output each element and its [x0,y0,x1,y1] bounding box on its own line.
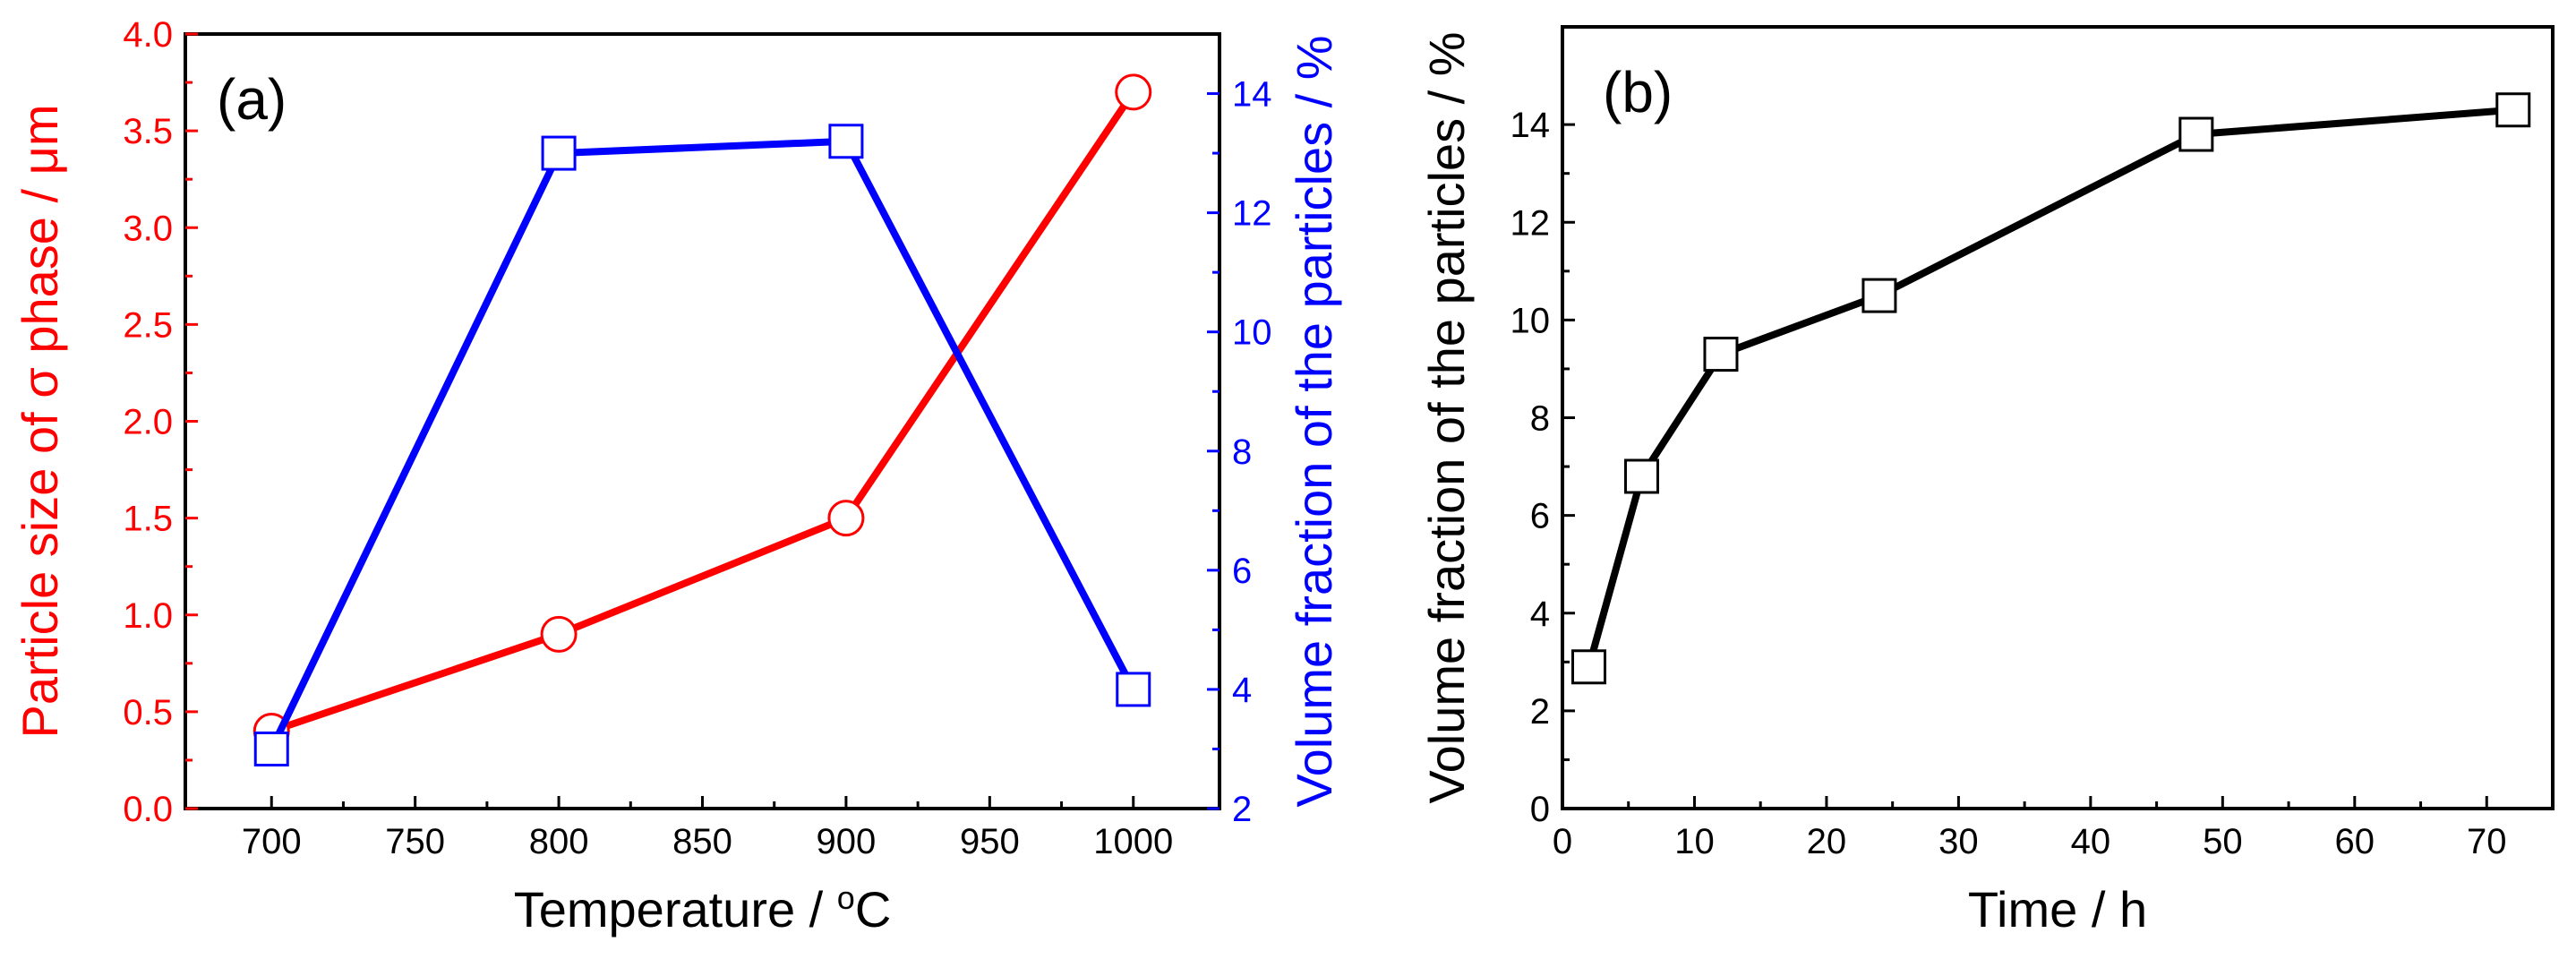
data-point-marker [828,124,864,159]
y-left-axis-title: Particle size of σ phase / μm [12,105,68,739]
data-point-marker [2495,92,2531,128]
y-right-axis-title: Volume fraction of the particles / % [1286,35,1342,807]
x-axis-title-superscript: o [837,879,855,916]
y-left-tick-label: 3.0 [123,209,173,248]
x-axis-title: Temperature / oC [514,879,892,937]
y-left-tick-label: 10 [1511,301,1551,340]
x-tick-label: 0 [1553,822,1572,861]
y-right-tick-label: 14 [1232,75,1272,115]
y-right-tick-label: 2 [1232,790,1252,829]
y-right-tick-label: 4 [1232,671,1252,710]
panel-a: 700 750 800 850 900 950 1000 0.0 0.5 1.0 1.5 2.0 2.5… [12,15,1342,937]
data-point-marker [1115,73,1152,111]
data-point-marker [1570,649,1606,685]
x-tick-label: 40 [2071,822,2111,861]
y-right-tick-label: 10 [1232,313,1272,353]
x-tick-label: 50 [2203,822,2243,861]
x-tick-label: 750 [385,822,445,861]
panel-b: 0 10 20 30 40 50 60 70 0 2 4 6 8 10 12 14 (b) Time / h Vol… [1418,25,2555,937]
data-point-marker [1861,278,1897,313]
y-right-tick-label: 12 [1232,194,1272,234]
x-axis-title-text: Time / h [1968,881,2147,937]
panel-label: (b) [1603,60,1673,124]
x-axis-title-unit: C [855,881,891,937]
y-left-tick-label: 0 [1530,790,1550,829]
y-left-tick-label: 1.5 [123,500,173,539]
x-tick-label: 10 [1674,822,1715,861]
y-left-tick-label: 12 [1511,203,1551,243]
y-left-tick-label: 2.0 [123,403,173,442]
y-left-tick-label: 3.5 [123,112,173,151]
data-point-marker [1703,337,1739,372]
x-tick-label: 700 [242,822,302,861]
x-tick-label: 1000 [1093,822,1173,861]
y-left-tick-label: 2 [1530,692,1550,732]
series-line [270,90,1137,735]
data-point-marker [541,135,577,171]
x-tick-label: 60 [2335,822,2375,861]
y-right-tick-label: 6 [1232,552,1252,591]
x-axis-title: Time / h [1968,881,2147,937]
x-tick-label: 20 [1807,822,1847,861]
y-left-tick-label: 1.0 [123,596,173,636]
series-line [1585,106,2514,668]
x-axis-title-text: Temperature / [514,881,837,937]
data-point-marker [827,500,865,537]
y-left-tick-label: 4.0 [123,15,173,55]
data-point-marker [1623,458,1659,494]
x-tick-label: 800 [529,822,589,861]
y-left-tick-label: 2.5 [123,305,173,345]
panel-label: (a) [217,67,287,132]
y-left-tick-label: 0.0 [123,790,173,829]
x-tick-label: 70 [2467,822,2507,861]
y-left-tick-label: 0.5 [123,693,173,732]
y-left-tick-label: 6 [1530,497,1550,536]
series-line [268,137,1137,751]
data-point-marker [1116,672,1151,707]
data-point-marker [253,731,289,766]
y-left-tick-label: 4 [1530,595,1550,634]
y-right-tick-label: 8 [1232,432,1252,472]
x-tick-label: 850 [672,822,732,861]
y-left-axis-title: Volume fraction of the particles / % [1418,31,1475,803]
x-tick-label: 30 [1938,822,1979,861]
x-tick-label: 900 [817,822,877,861]
plot-frame [1561,25,2555,810]
data-point-marker [540,615,578,653]
x-tick-label: 950 [960,822,1020,861]
y-left-tick-label: 14 [1511,106,1551,145]
y-left-tick-label: 8 [1530,399,1550,439]
data-point-marker [2178,116,2214,152]
